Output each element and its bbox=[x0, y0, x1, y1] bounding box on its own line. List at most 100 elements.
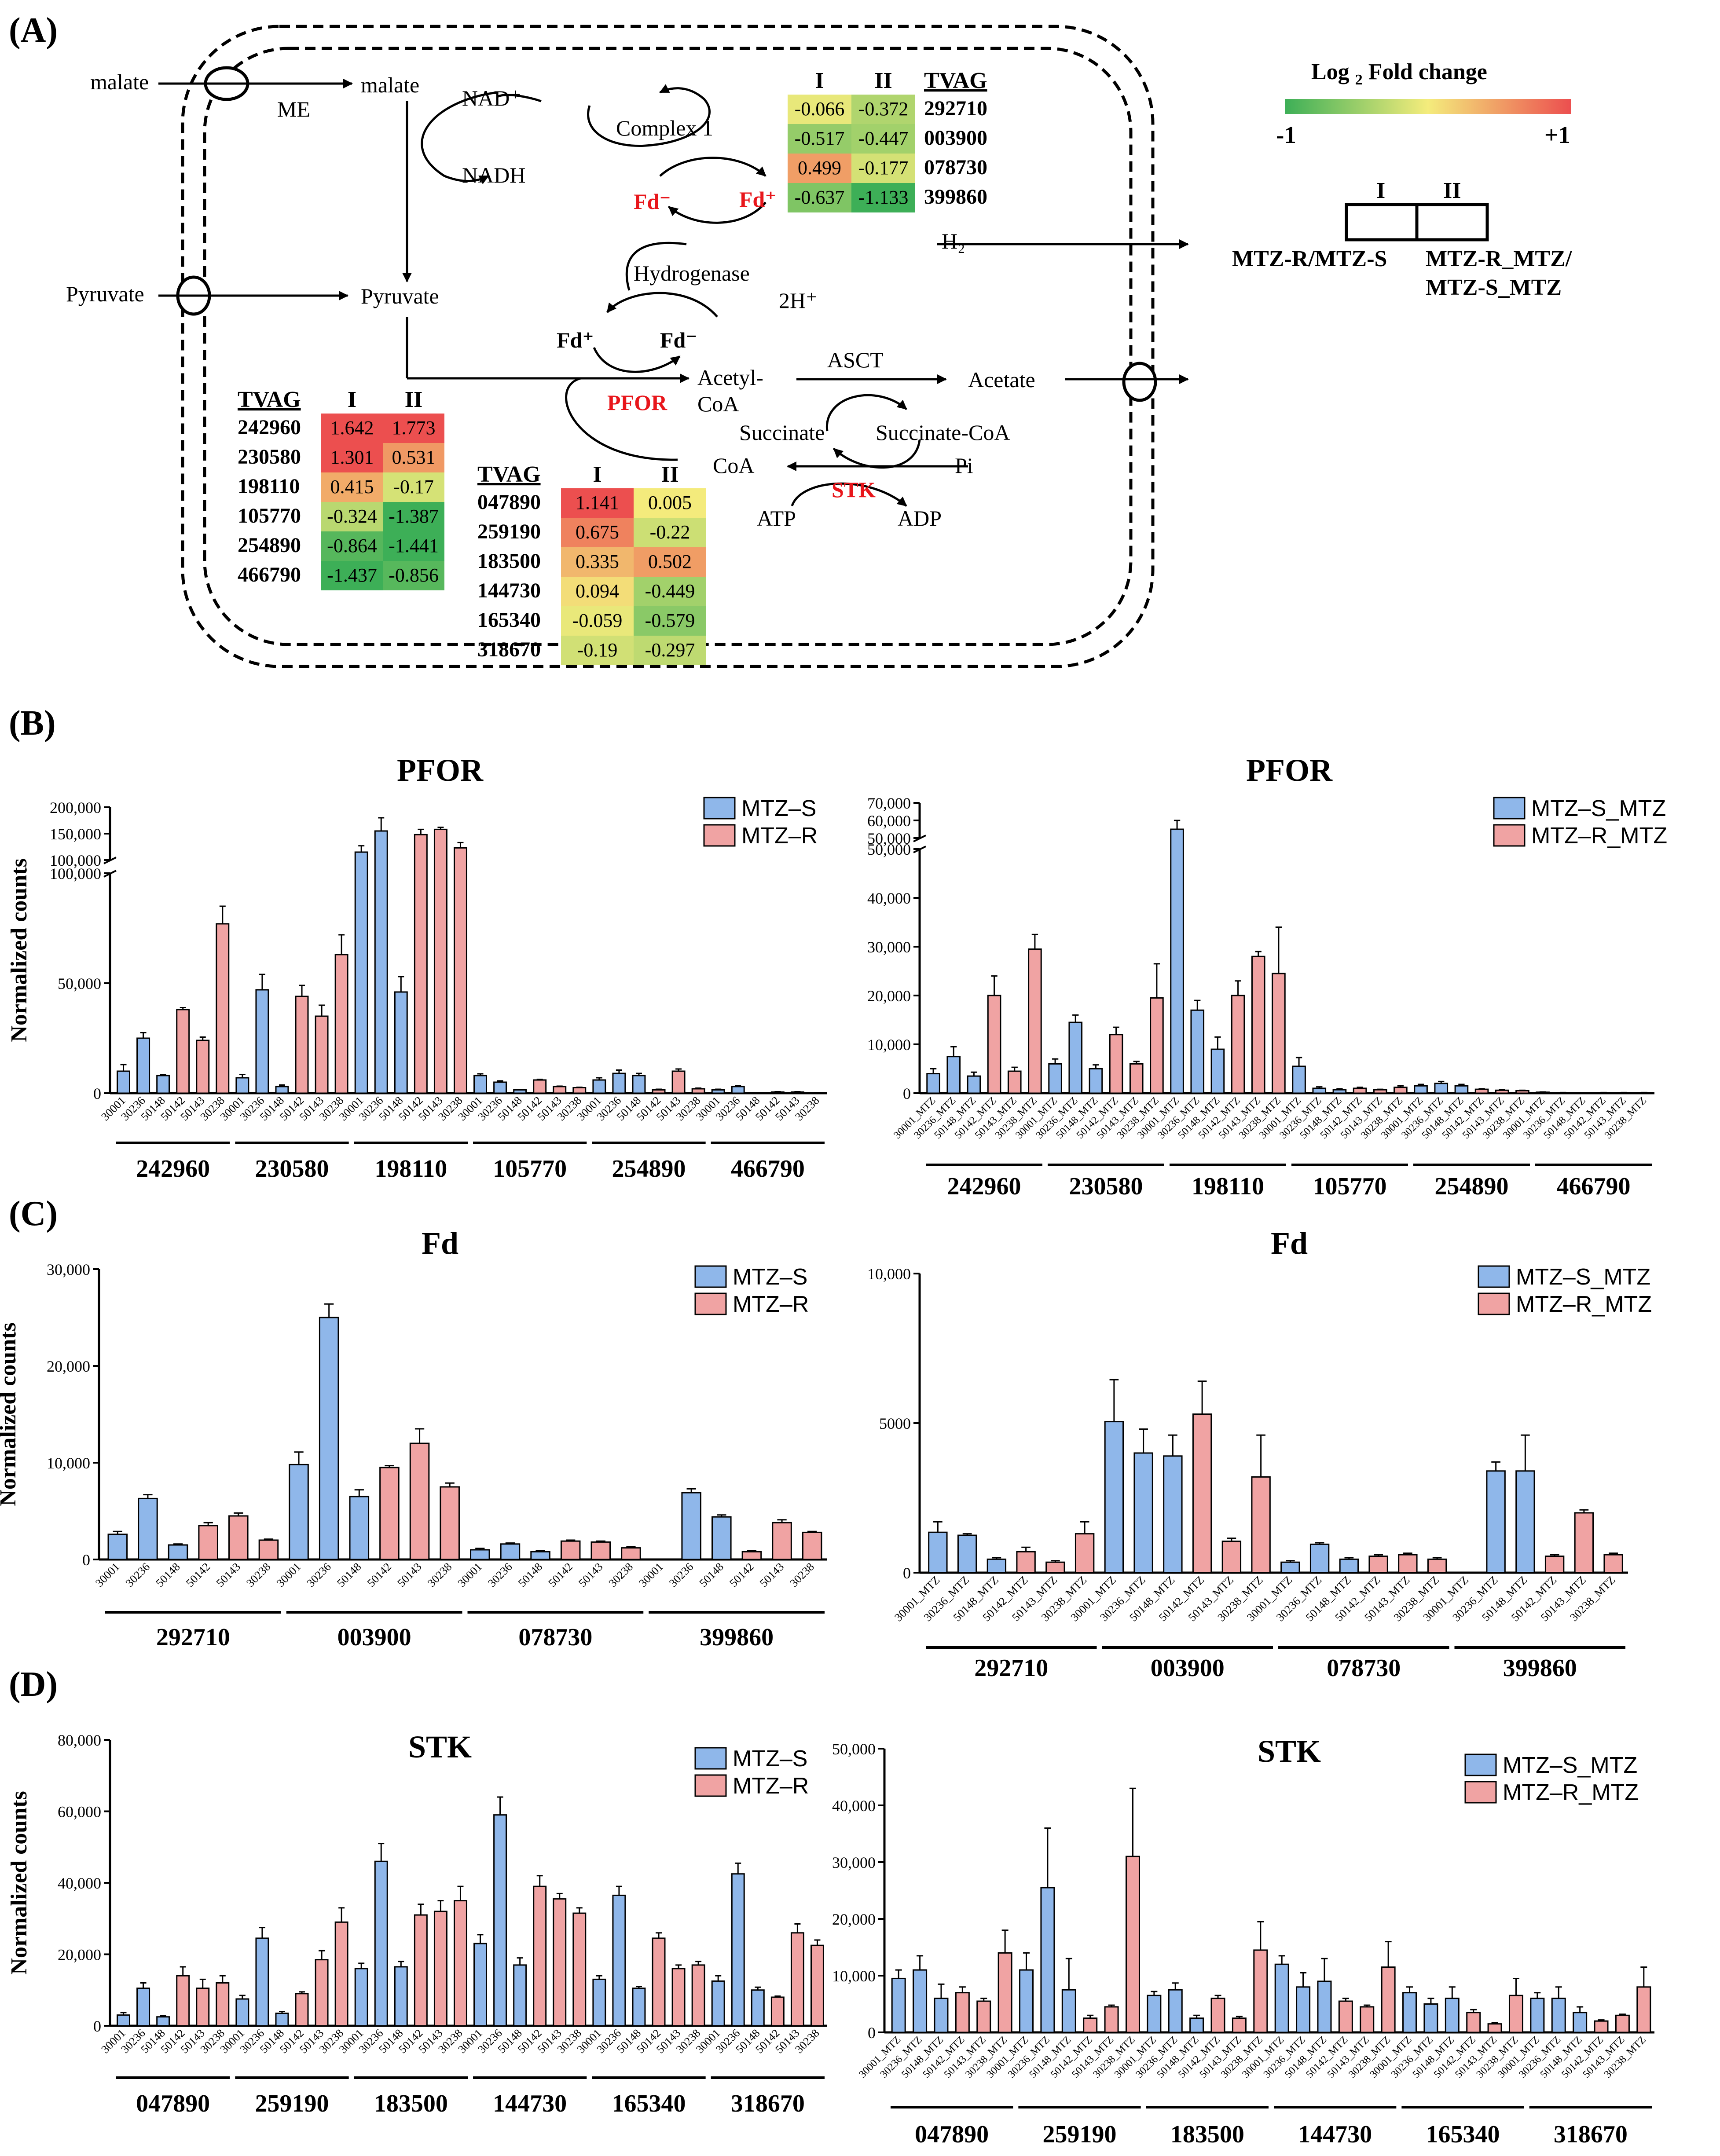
bar-254890-30001_MTZ bbox=[1414, 1085, 1428, 1094]
error-bar bbox=[1001, 1929, 1009, 1953]
error-bar bbox=[445, 1482, 455, 1487]
error-bar bbox=[1044, 1827, 1051, 1888]
bar-003900-50148 bbox=[349, 1496, 370, 1560]
error-bar bbox=[1214, 1995, 1221, 1999]
bar-318670-50142 bbox=[770, 1996, 785, 2027]
heatmap-cell bbox=[561, 547, 634, 577]
bar-183500-50142_MTZ bbox=[1210, 1998, 1225, 2033]
bar-399860-30238 bbox=[802, 1531, 822, 1560]
group-label: 318670 bbox=[731, 2090, 805, 2117]
legend-swatch bbox=[694, 1747, 727, 1770]
heatmap-row-id: 466790 bbox=[238, 563, 301, 586]
x-tick-label: 30236 bbox=[304, 1560, 333, 1589]
error-bar bbox=[1193, 2014, 1200, 2018]
label-hydrogenase: Hydrogenase bbox=[634, 261, 750, 286]
bar-399860-50143_MTZ bbox=[1574, 1512, 1594, 1574]
error-bar bbox=[626, 1546, 636, 1548]
error-bar bbox=[1080, 1521, 1089, 1534]
error-bar bbox=[113, 1530, 122, 1534]
error-bar bbox=[616, 1069, 622, 1073]
bar-292710-30001 bbox=[107, 1534, 128, 1560]
fold-change-legend: Log 2 Fold change -1 +1 I II MTZ-R/MTZ-S… bbox=[1232, 59, 1572, 300]
group-label: 003900 bbox=[1151, 1655, 1225, 1682]
group-label: 466790 bbox=[1557, 1173, 1631, 1200]
chart-pfor-mtz-s-vs-r: PFOR Normalized counts 0 50,000 100,000100,0… bbox=[7, 753, 827, 1182]
heatmap-cell bbox=[634, 577, 706, 606]
bar-078730-50142_MTZ bbox=[1368, 1556, 1388, 1574]
label-nad-plus: NAD⁺ bbox=[462, 86, 521, 110]
bar-183500-30238_MTZ bbox=[1253, 1949, 1268, 2033]
error-bar bbox=[1174, 820, 1181, 829]
y-axis-label: Normalized counts bbox=[7, 1791, 32, 1974]
error-bar bbox=[378, 817, 385, 831]
heatmap-row-id: 144730 bbox=[477, 579, 541, 602]
bar-144730-50143_MTZ bbox=[1360, 2006, 1375, 2033]
group-label: 198110 bbox=[374, 1155, 447, 1182]
chart-title: PFOR bbox=[1246, 753, 1333, 788]
error-bar bbox=[1194, 999, 1201, 1010]
error-bar bbox=[1438, 1080, 1445, 1083]
bar-318670-30236 bbox=[731, 1873, 745, 2027]
chart-title: PFOR bbox=[397, 753, 484, 788]
heatmap-cell bbox=[383, 531, 444, 561]
bar-242960-50143 bbox=[196, 1040, 210, 1094]
error-bar bbox=[505, 1542, 515, 1544]
error-bar bbox=[895, 1969, 902, 1979]
bar-078730-30236_MTZ bbox=[1309, 1543, 1330, 1574]
x-tick-label: 30236 bbox=[123, 1560, 152, 1589]
bar-078730-50143_MTZ bbox=[1398, 1554, 1418, 1574]
bar-259190-50143 bbox=[315, 1959, 329, 2027]
error-bar bbox=[1600, 1091, 1607, 1093]
heatmap-value: -0.864 bbox=[327, 535, 377, 556]
bar-318670-50148_MTZ bbox=[1573, 2012, 1588, 2033]
bar-242960-30236_MTZ bbox=[946, 1056, 961, 1094]
heatmap-value: -0.856 bbox=[389, 564, 439, 586]
legend-swatch bbox=[1493, 824, 1526, 847]
error-bar bbox=[1621, 1091, 1627, 1093]
bar-198110-50142_MTZ bbox=[1231, 995, 1245, 1094]
heatmap-cell bbox=[634, 547, 706, 577]
y-tick-label: 100,000 bbox=[50, 852, 101, 869]
x-tick-label: 30001 bbox=[455, 1560, 484, 1589]
acetate-transporter bbox=[1122, 362, 1157, 402]
bar-254890-30238 bbox=[691, 1088, 705, 1094]
bar-242960-30236 bbox=[136, 1037, 150, 1094]
heatmap-row-id: 242960 bbox=[238, 416, 301, 439]
error-bar bbox=[962, 1533, 972, 1535]
label-fd-plus-1: Fd⁺ bbox=[739, 187, 777, 212]
error-bar bbox=[319, 1950, 325, 1960]
x-tick-label: 30236 bbox=[667, 1560, 696, 1589]
bar-259190-50143_MTZ bbox=[1104, 2006, 1119, 2033]
heatmap-value: -0.372 bbox=[858, 98, 909, 120]
label-malate-out: malate bbox=[90, 70, 149, 94]
legend-swatch bbox=[1464, 1753, 1497, 1776]
error-bar bbox=[556, 1085, 563, 1087]
bar-254890-50143 bbox=[671, 1070, 686, 1094]
bar-144730-30238 bbox=[572, 1912, 587, 2027]
error-bar bbox=[1521, 1434, 1530, 1471]
bar-198110-50143 bbox=[433, 828, 447, 1094]
label-coa-2: CoA bbox=[713, 453, 754, 478]
bar-399860-50148 bbox=[711, 1516, 732, 1560]
error-bar bbox=[259, 1927, 265, 1938]
error-bar bbox=[385, 1465, 394, 1468]
group-label: 399860 bbox=[700, 1624, 774, 1651]
bar-144730-30238_MTZ bbox=[1381, 1966, 1396, 2033]
bar-254890-30001 bbox=[592, 1079, 606, 1094]
error-bar bbox=[1577, 2006, 1584, 2013]
bar-242960-50143_MTZ bbox=[1007, 1070, 1022, 1094]
bar-230580-30238 bbox=[334, 954, 348, 1094]
group-label: 242960 bbox=[136, 1155, 210, 1182]
label-fd-plus-2: Fd⁺ bbox=[557, 328, 594, 352]
group-label: 144730 bbox=[1298, 2121, 1372, 2148]
x-tick-label: 50143 bbox=[757, 1560, 786, 1589]
heatmap-value: 0.005 bbox=[648, 492, 692, 513]
pathway-labels: malate malate ME NAD⁺ NADH Complex 1 Fd⁻… bbox=[66, 70, 1035, 531]
bar-047890-30238_MTZ bbox=[998, 1952, 1012, 2033]
legend-box-left bbox=[1345, 203, 1419, 242]
heatmap-value: 0.499 bbox=[798, 157, 841, 179]
bar-078730-30238_MTZ bbox=[1427, 1558, 1447, 1574]
y-axis-label: Normalized counts bbox=[0, 1322, 21, 1506]
